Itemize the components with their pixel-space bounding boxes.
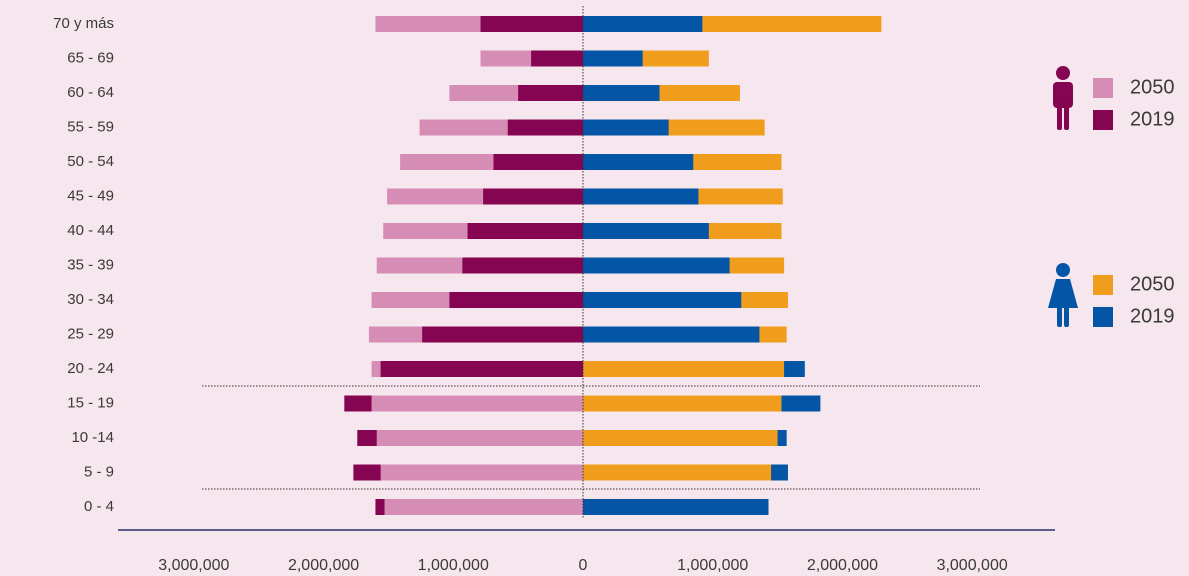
bar [371, 395, 583, 412]
bar [376, 430, 583, 446]
bar [380, 361, 583, 377]
bar [380, 464, 583, 481]
y-tick-label: 35 - 39 [67, 256, 114, 273]
y-tick-label: 40 - 44 [67, 222, 114, 239]
female-icon [1048, 263, 1078, 327]
male-icon [1053, 66, 1073, 130]
legend-label: 2050 [1130, 76, 1175, 98]
x-tick-label: 1,000,000 [677, 557, 748, 574]
y-tick-label: 15 - 19 [67, 394, 114, 411]
bar [507, 119, 583, 136]
y-tick-label: 30 - 34 [67, 291, 114, 308]
bar [384, 499, 583, 515]
y-tick-label: 45 - 49 [67, 187, 114, 204]
x-tick-label: 2,000,000 [807, 557, 878, 574]
bar [583, 188, 699, 205]
bar [583, 395, 782, 412]
legend-label: 2019 [1130, 305, 1175, 327]
bar [583, 361, 785, 377]
legend-label: 2050 [1130, 273, 1175, 295]
legend-label: 2019 [1130, 108, 1175, 130]
y-tick-label: 70 y más [53, 15, 114, 32]
y-tick-label: 55 - 59 [67, 118, 114, 135]
bar [583, 430, 778, 446]
bar [583, 464, 772, 481]
bar [583, 223, 709, 239]
x-tick-label: 1,000,000 [418, 557, 489, 574]
y-tick-label: 60 - 64 [67, 84, 114, 101]
legend-swatch [1093, 275, 1113, 295]
bar [493, 154, 583, 170]
bar [449, 292, 583, 308]
bar [583, 50, 643, 67]
bar [531, 50, 583, 67]
bar [583, 16, 703, 32]
bar [483, 188, 583, 205]
x-tick-label: 0 [579, 557, 588, 574]
bar [583, 85, 660, 101]
y-tick-label: 65 - 69 [67, 49, 114, 66]
x-tick-label: 3,000,000 [158, 557, 229, 574]
x-tick-label: 3,000,000 [937, 557, 1008, 574]
bar [518, 85, 583, 101]
bar [583, 292, 742, 308]
y-tick-label: 10 -14 [71, 429, 114, 446]
legend-swatch [1093, 110, 1113, 130]
bar [583, 326, 760, 343]
y-tick-label: 50 - 54 [67, 153, 114, 170]
bar [467, 223, 583, 239]
bar [462, 257, 583, 274]
bar [480, 16, 583, 32]
y-tick-label: 20 - 24 [67, 360, 114, 377]
legend-swatch [1093, 78, 1113, 98]
bar [583, 154, 694, 170]
bar [422, 326, 583, 343]
bar [583, 257, 730, 274]
y-tick-label: 0 - 4 [84, 498, 114, 515]
y-tick-label: 5 - 9 [84, 463, 114, 480]
bar [583, 119, 669, 136]
y-tick-label: 25 - 29 [67, 325, 114, 342]
x-tick-label: 2,000,000 [288, 557, 359, 574]
bar [583, 499, 769, 515]
legend-swatch [1093, 307, 1113, 327]
